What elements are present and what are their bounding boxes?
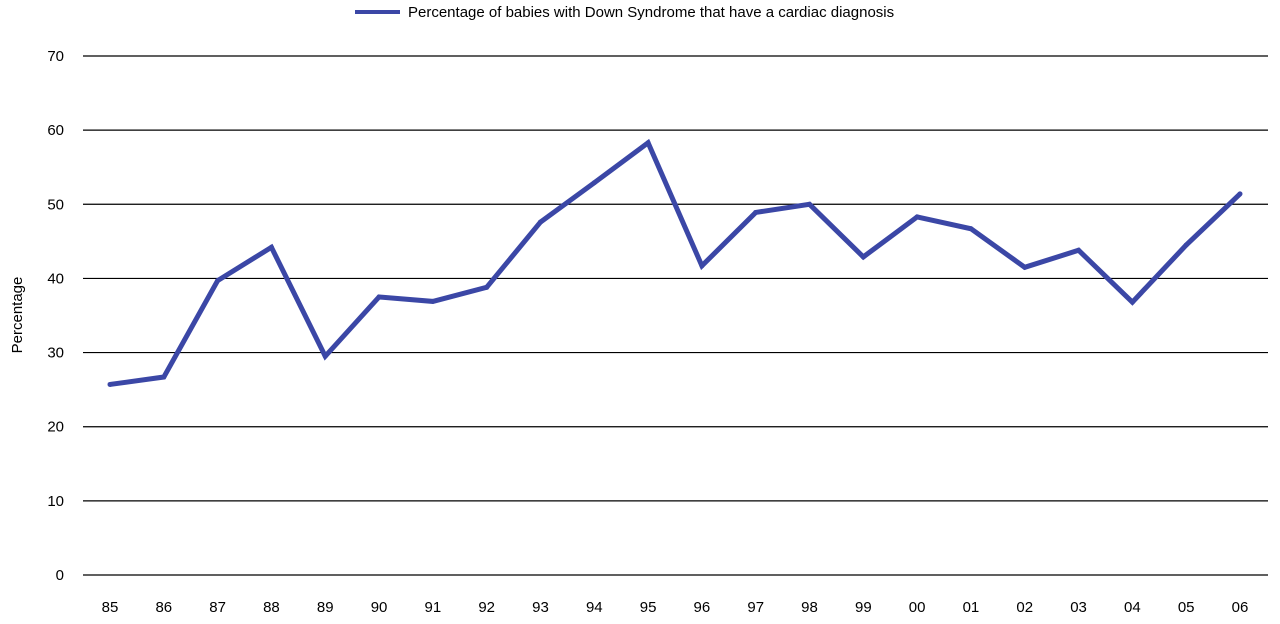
- x-tick-label: 99: [855, 599, 872, 616]
- y-tick-label: 20: [47, 419, 64, 436]
- data-point: [107, 381, 113, 387]
- x-tick-label: 93: [532, 599, 549, 616]
- data-point: [1022, 264, 1028, 270]
- x-tick-label: 05: [1178, 599, 1195, 616]
- x-tick-label: 88: [263, 599, 280, 616]
- data-point: [322, 353, 328, 359]
- x-tick-label: 86: [155, 599, 172, 616]
- data-point: [699, 263, 705, 269]
- data-point: [215, 278, 221, 284]
- x-tick-label: 94: [586, 599, 603, 616]
- y-tick-label: 10: [47, 493, 64, 510]
- data-point: [376, 294, 382, 300]
- y-tick-label: 70: [47, 48, 64, 65]
- x-tick-label: 89: [317, 599, 334, 616]
- x-tick-label: 90: [371, 599, 388, 616]
- x-tick-label: 04: [1124, 599, 1141, 616]
- data-point: [537, 219, 543, 225]
- data-point: [161, 374, 167, 380]
- x-tick-label: 02: [1016, 599, 1033, 616]
- x-axis-ticks: 85 86 87 88 89 90 91 92 93 94 95 96 97 98 99 00 01 02 03 04…: [102, 599, 1249, 616]
- data-point: [1237, 191, 1243, 197]
- y-axis-title: Percentage: [9, 277, 26, 354]
- x-tick-label: 91: [425, 599, 442, 616]
- x-tick-label: 98: [801, 599, 818, 616]
- x-tick-label: 00: [909, 599, 926, 616]
- x-tick-label: 85: [102, 599, 119, 616]
- gridlines: [83, 55, 1268, 576]
- series-group: [107, 138, 1243, 387]
- legend-label: Percentage of babies with Down Syndrome …: [408, 4, 894, 21]
- y-tick-label: 60: [47, 122, 64, 139]
- data-point: [1076, 247, 1082, 253]
- x-tick-label: 97: [747, 599, 764, 616]
- x-tick-label: 06: [1232, 599, 1249, 616]
- data-point: [914, 214, 920, 220]
- x-tick-label: 01: [963, 599, 980, 616]
- data-point: [968, 226, 974, 232]
- data-point: [430, 298, 436, 304]
- y-axis-ticks: 0 10 20 30 40 50 60 70: [47, 48, 64, 584]
- data-point: [645, 140, 651, 146]
- x-tick-label: 95: [640, 599, 657, 616]
- data-point: [591, 180, 597, 186]
- data-point: [268, 244, 274, 250]
- x-tick-label: 96: [694, 599, 711, 616]
- x-tick-label: 87: [209, 599, 226, 616]
- data-point: [1183, 242, 1189, 248]
- data-point: [807, 201, 813, 207]
- y-tick-label: 30: [47, 345, 64, 362]
- x-tick-label: 92: [478, 599, 495, 616]
- x-tick-label: 03: [1070, 599, 1087, 616]
- y-tick-label: 50: [47, 196, 64, 213]
- y-tick-label: 0: [56, 567, 64, 584]
- data-point: [484, 284, 490, 290]
- data-point: [1129, 299, 1135, 305]
- data-point: [860, 254, 866, 260]
- legend: Percentage of babies with Down Syndrome …: [355, 4, 894, 21]
- data-point: [753, 209, 759, 215]
- series-line: [109, 138, 1242, 387]
- y-tick-label: 40: [47, 270, 64, 287]
